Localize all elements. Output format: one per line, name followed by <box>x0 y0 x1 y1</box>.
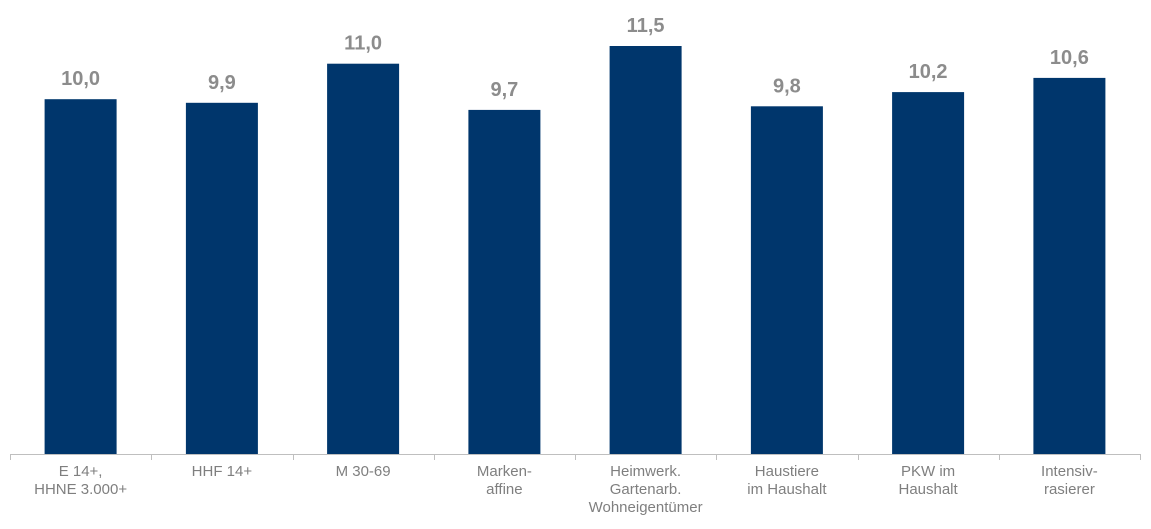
category-labels-group: E 14+, HHNE 3.000+ HHF 14+ M 30-69 Marken-af… <box>34 463 1098 516</box>
category-label-line: affine <box>486 481 522 498</box>
bar <box>44 99 117 454</box>
bar-value-label: 10,0 <box>61 68 100 90</box>
bar <box>892 92 965 454</box>
category-label-line: Heimwerk. <box>610 463 681 480</box>
bars-group <box>44 46 1106 455</box>
category-label: E 14+, HHNE 3.000+ <box>34 463 127 498</box>
bar-value-label: 11,5 <box>627 15 665 37</box>
category-label-line: rasierer <box>1044 481 1095 498</box>
category-label: HHF 14+ <box>192 463 253 480</box>
bar-value-label: 9,9 <box>208 72 236 94</box>
category-label-line: Wohneigentümer <box>589 499 703 516</box>
category-label-line: Marken- <box>477 463 532 480</box>
category-label-line: HHNE 3.000+ <box>34 481 127 498</box>
category-label: PKW im Haushalt <box>898 463 958 498</box>
bar-value-label: 9,7 <box>490 79 518 101</box>
bar-value-label: 9,8 <box>773 75 801 97</box>
category-label-line: Haustiere <box>755 463 819 480</box>
category-label-line: PKW im <box>901 463 955 480</box>
category-label-line: im Haushalt <box>747 481 827 498</box>
category-label: M 30-69 <box>336 463 391 480</box>
x-axis-ticks-group <box>10 454 1141 460</box>
bar <box>327 63 400 454</box>
category-label: Marken-affine <box>477 463 532 498</box>
category-label: Haustiere im Haushalt <box>747 463 827 498</box>
value-labels-group: 10,0 9,9 11,0 9,7 11,5 9,8 10,2 10,6 <box>61 15 1089 101</box>
bar-value-label: 11,0 <box>344 33 382 55</box>
category-label-line: M 30-69 <box>336 463 391 480</box>
category-label-line: Intensiv- <box>1041 463 1098 480</box>
bar <box>750 106 823 455</box>
bar-value-label: 10,2 <box>909 61 948 83</box>
category-label: Heimwerk. Gartenarb. Wohneigentümer <box>589 463 703 516</box>
category-label-line: E 14+, <box>59 463 103 480</box>
category-label-line: HHF 14+ <box>192 463 253 480</box>
bar-value-label: 10,6 <box>1050 47 1089 69</box>
bar <box>1033 77 1106 455</box>
bar <box>468 109 541 455</box>
category-label: Intensiv-rasierer <box>1041 463 1098 498</box>
category-label-line: Haushalt <box>898 481 958 498</box>
bar <box>609 46 682 454</box>
bar <box>185 102 258 455</box>
category-label-line: Gartenarb. <box>610 481 682 498</box>
